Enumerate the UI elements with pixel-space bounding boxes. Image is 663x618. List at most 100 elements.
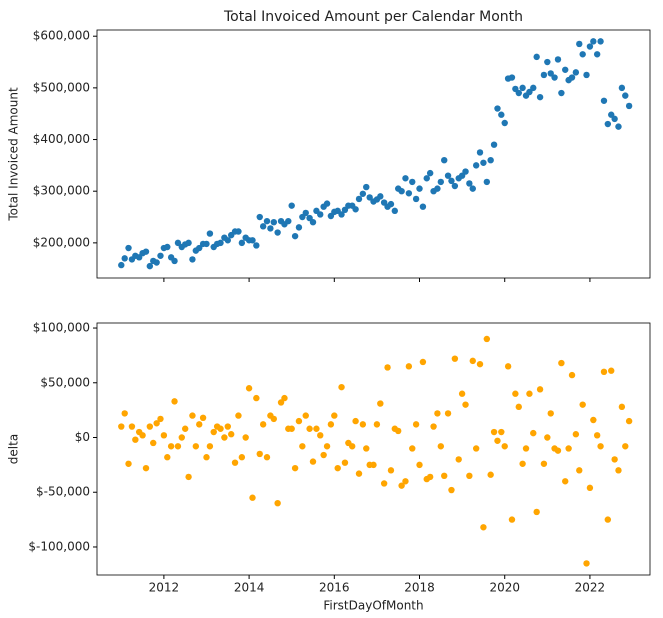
point xyxy=(618,84,626,92)
point xyxy=(157,415,164,423)
point xyxy=(373,421,381,428)
y-tick-label: $200,000 xyxy=(33,235,90,249)
point xyxy=(210,428,217,436)
point xyxy=(458,390,466,397)
point xyxy=(253,394,260,402)
point xyxy=(128,423,136,430)
point xyxy=(600,97,608,104)
point xyxy=(398,482,405,489)
point xyxy=(352,417,359,425)
point xyxy=(441,157,448,164)
point xyxy=(472,445,480,452)
point xyxy=(377,193,384,200)
point xyxy=(174,239,182,247)
point xyxy=(146,262,154,270)
point xyxy=(238,239,246,247)
point xyxy=(206,230,214,237)
point xyxy=(508,516,516,523)
point xyxy=(593,51,601,58)
point xyxy=(544,434,551,441)
point xyxy=(167,443,175,450)
point xyxy=(139,432,146,439)
point xyxy=(125,244,132,252)
y-tick-label: $400,000 xyxy=(33,132,90,146)
point xyxy=(441,472,448,480)
x-tick-label: 2018 xyxy=(404,581,435,595)
point xyxy=(185,239,192,247)
y-tick-label: $-100,000 xyxy=(28,539,90,553)
point xyxy=(121,410,128,417)
point xyxy=(562,66,569,73)
point xyxy=(206,443,214,450)
point xyxy=(153,259,160,266)
point xyxy=(490,141,498,148)
point xyxy=(558,359,565,367)
point xyxy=(590,416,597,424)
point xyxy=(363,445,370,452)
point xyxy=(146,423,154,430)
point xyxy=(551,74,558,81)
point xyxy=(469,185,476,192)
point xyxy=(572,69,580,76)
point xyxy=(355,470,363,477)
point xyxy=(419,203,427,210)
point xyxy=(437,178,445,186)
point xyxy=(476,149,484,156)
point xyxy=(228,431,235,438)
point xyxy=(274,499,281,507)
point xyxy=(171,257,178,265)
point xyxy=(118,261,125,269)
point xyxy=(274,229,281,236)
point xyxy=(192,443,200,450)
point xyxy=(568,74,576,81)
point xyxy=(547,410,554,417)
point xyxy=(533,508,540,516)
point xyxy=(462,401,469,408)
point xyxy=(579,51,586,58)
point xyxy=(150,439,157,447)
point xyxy=(299,443,306,450)
point xyxy=(558,89,565,97)
point xyxy=(323,200,331,207)
point xyxy=(519,84,526,92)
point xyxy=(405,190,413,197)
point xyxy=(217,239,224,247)
point xyxy=(142,248,150,255)
point xyxy=(437,443,445,450)
point xyxy=(295,417,303,425)
point xyxy=(434,185,441,192)
point xyxy=(270,415,278,423)
point xyxy=(270,219,278,226)
point xyxy=(196,244,203,252)
point xyxy=(604,120,612,128)
point xyxy=(611,456,618,463)
point xyxy=(412,421,420,428)
point xyxy=(522,445,530,452)
point xyxy=(530,84,537,92)
point xyxy=(323,443,331,450)
point xyxy=(451,355,459,362)
point xyxy=(125,460,132,467)
point xyxy=(625,102,633,110)
point xyxy=(267,225,274,232)
point xyxy=(363,183,370,191)
point xyxy=(359,421,367,428)
point xyxy=(515,403,522,411)
point xyxy=(281,394,288,402)
point xyxy=(565,445,572,452)
point xyxy=(320,451,327,459)
point xyxy=(402,478,409,485)
point xyxy=(444,410,452,417)
point xyxy=(512,390,519,397)
point xyxy=(586,43,594,50)
point xyxy=(366,194,373,201)
plot-frame xyxy=(96,29,651,279)
point xyxy=(164,454,171,461)
point xyxy=(604,516,612,523)
x-tick-label: 2020 xyxy=(489,581,520,595)
point xyxy=(498,428,505,436)
point xyxy=(189,256,196,263)
point xyxy=(412,195,420,203)
point xyxy=(597,443,604,450)
y-tick-label: $100,000 xyxy=(33,321,90,335)
